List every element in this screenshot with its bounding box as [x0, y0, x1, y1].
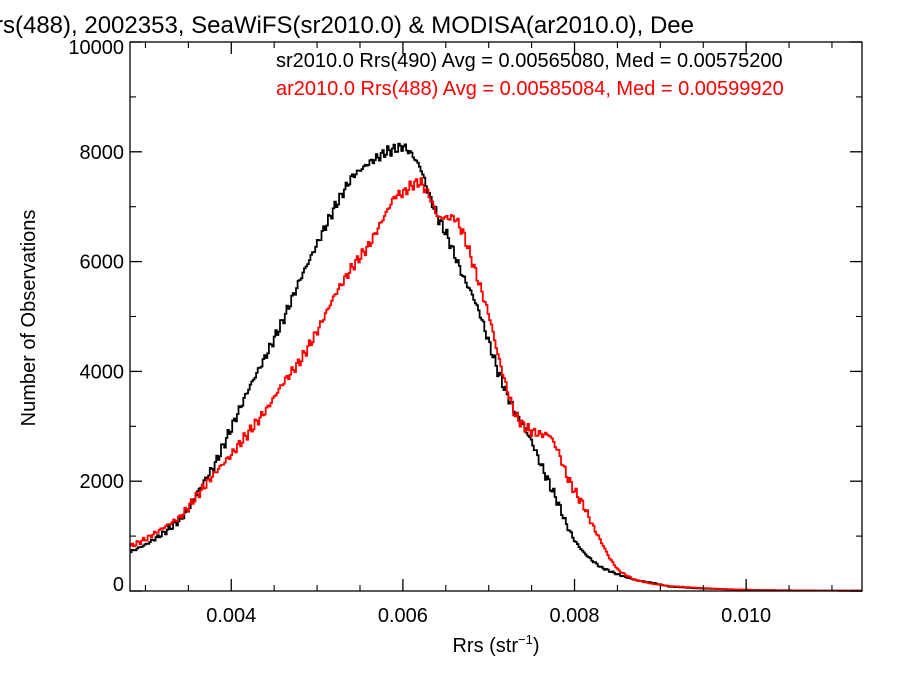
x-tick-label: 0.006 — [378, 605, 428, 627]
y-axis-label: Number of Observations — [18, 210, 40, 427]
x-axis: 0.004 0.006 0.008 0.010 — [144, 42, 833, 627]
legend-entry-1: sr2010.0 Rrs(490) Avg = 0.00565080, Med … — [276, 50, 783, 72]
x-axis-label: Rrs (str−1) — [452, 632, 539, 657]
chart-title: rs(488), 2002353, SeaWiFS(sr2010.0) & MO… — [0, 12, 694, 39]
y-tick-label: 8000 — [80, 142, 125, 164]
x-axis-label-superscript: −1 — [518, 632, 533, 647]
series-2-line — [130, 177, 862, 592]
x-tick-label: 0.008 — [549, 605, 599, 627]
y-tick-label: 10000 — [68, 37, 124, 59]
y-axis: 0 2000 4000 6000 8000 10000 — [68, 37, 862, 596]
x-tick-label: 0.010 — [721, 605, 771, 627]
y-tick-label: 0 — [113, 574, 124, 596]
legend: sr2010.0 Rrs(490) Avg = 0.00565080, Med … — [276, 50, 784, 100]
x-axis-label-main: Rrs (str — [452, 635, 518, 657]
y-tick-label: 4000 — [80, 361, 125, 383]
plot-series — [130, 142, 862, 592]
x-axis-label-close: ) — [533, 635, 540, 657]
y-tick-label: 6000 — [80, 252, 125, 274]
legend-entry-2: ar2010.0 Rrs(488) Avg = 0.00585084, Med … — [276, 78, 784, 100]
x-tick-label: 0.004 — [206, 605, 256, 627]
y-tick-label: 2000 — [80, 471, 125, 493]
